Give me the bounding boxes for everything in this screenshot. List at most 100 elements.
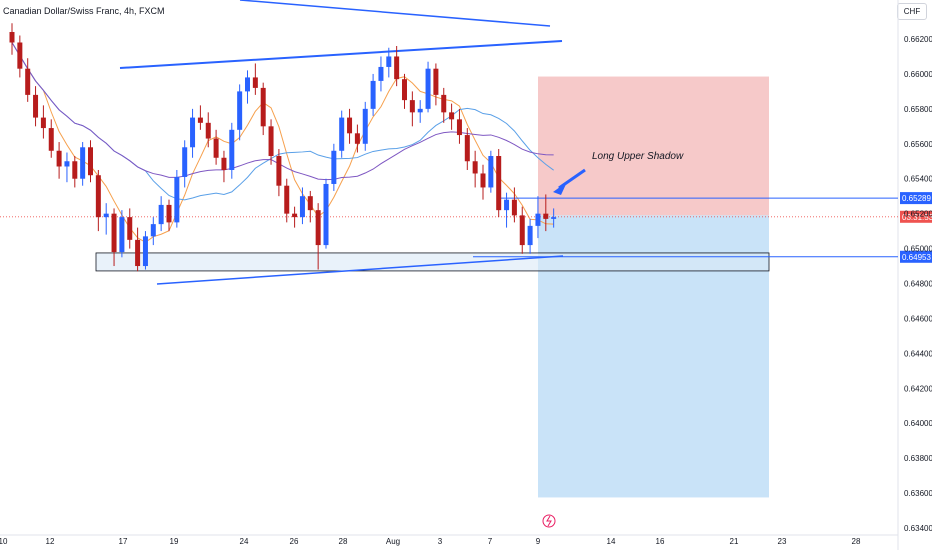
candle-body[interactable] [417,108,423,113]
y-tick-label: 0.65000 [904,245,932,254]
candle-body[interactable] [511,199,517,216]
y-tick-label: 0.63600 [904,489,932,498]
candle-body[interactable] [409,100,415,113]
x-tick-label: 23 [778,537,787,546]
upper-trendline[interactable] [119,40,563,69]
y-tick-label: 0.65400 [904,175,932,184]
candle-body[interactable] [142,236,148,267]
candle-body[interactable] [504,199,510,211]
x-tick-label: 21 [730,537,739,546]
candle-body[interactable] [221,157,227,170]
candle-body[interactable] [174,176,180,223]
candle-body[interactable] [323,183,329,246]
candle-body[interactable] [370,80,376,109]
candle-body[interactable] [56,150,62,167]
candle-body[interactable] [40,117,46,129]
candle-body[interactable] [245,77,250,92]
candle-body[interactable] [464,135,470,162]
candle-body[interactable] [72,161,78,179]
y-tick-label: 0.65200 [904,210,932,219]
candle-body[interactable] [127,217,133,240]
candle-body[interactable] [480,173,486,188]
candle-body[interactable] [527,225,533,246]
candle-body[interactable] [150,224,156,237]
candle-body[interactable] [111,213,117,253]
candle-body[interactable] [339,117,345,151]
candle-body[interactable] [551,217,557,219]
candle-body[interactable] [119,217,125,253]
y-tick-label: 0.63400 [904,524,932,533]
x-tick-label: 10 [0,537,8,546]
lower-trendline[interactable] [156,255,564,285]
candle-body[interactable] [331,150,337,184]
candle-body[interactable] [9,32,15,43]
candle-body[interactable] [292,213,298,218]
candle-body[interactable] [425,68,431,109]
y-tick-label: 0.64200 [904,384,932,393]
candle-body[interactable] [17,42,23,69]
candle-body[interactable] [456,119,462,136]
candle-body[interactable] [347,117,353,134]
descending-trendline[interactable] [239,0,551,27]
candle-body[interactable] [197,117,203,123]
candle-body[interactable] [354,133,360,144]
candle-body[interactable] [441,94,447,113]
price-tag-badge [900,250,932,263]
x-tick-label: 17 [119,537,128,546]
candle-body[interactable] [33,94,39,118]
candle-body[interactable] [284,185,290,214]
annotation-label[interactable]: Long Upper Shadow [592,151,684,162]
candle-body[interactable] [213,138,219,158]
candle-body[interactable] [449,112,455,120]
candle-body[interactable] [535,213,541,226]
candle-body[interactable] [229,129,235,170]
candle-body[interactable] [315,210,321,246]
price-tag-badge [900,192,932,205]
candle-body[interactable] [88,147,93,176]
candle-body[interactable] [260,87,266,127]
stop-loss-zone[interactable] [538,76,769,216]
x-tick-label: 19 [170,537,179,546]
candle-body[interactable] [472,161,478,174]
candle-body[interactable] [190,117,196,148]
x-tick-label: 14 [607,537,616,546]
candle-body[interactable] [205,122,211,139]
candle-body[interactable] [402,79,407,101]
y-tick-label: 0.65800 [904,105,932,114]
candle-body[interactable] [158,204,164,225]
candle-body[interactable] [64,161,70,167]
flash-icon-bolt [546,515,552,527]
support-zone[interactable] [95,252,770,272]
candle-body[interactable] [103,213,109,218]
candle-body[interactable] [394,56,400,80]
candle-body[interactable] [237,91,243,130]
candle-body[interactable] [378,66,384,81]
candle-body[interactable] [182,147,188,177]
candle-body[interactable] [543,213,549,219]
price-tag-label: 03:31:53 [902,213,932,222]
candle-body[interactable] [488,156,494,188]
candle-body[interactable] [362,108,368,144]
y-tick-label: 0.64000 [904,419,932,428]
candle-body[interactable] [386,56,392,67]
candle-body[interactable] [276,156,282,186]
candle-body[interactable] [48,128,54,151]
candle-body[interactable] [95,175,101,218]
x-tick-label: 16 [656,537,665,546]
candle-body[interactable] [519,215,525,246]
candle-body[interactable] [299,196,305,218]
candle-body[interactable] [80,147,86,179]
price-tag-label: 0.64953 [902,253,931,262]
candle-body[interactable] [166,204,172,223]
candle-body[interactable] [252,77,258,88]
candle-body[interactable] [135,239,141,267]
candle-body[interactable] [307,196,313,211]
candle-body[interactable] [433,68,439,95]
y-tick-label: 0.65600 [904,140,932,149]
candle-body[interactable] [496,156,502,211]
candle-body[interactable] [25,68,31,95]
candle-body[interactable] [268,126,274,157]
x-tick-label: 26 [290,537,299,546]
y-tick-label: 0.63800 [904,454,932,463]
